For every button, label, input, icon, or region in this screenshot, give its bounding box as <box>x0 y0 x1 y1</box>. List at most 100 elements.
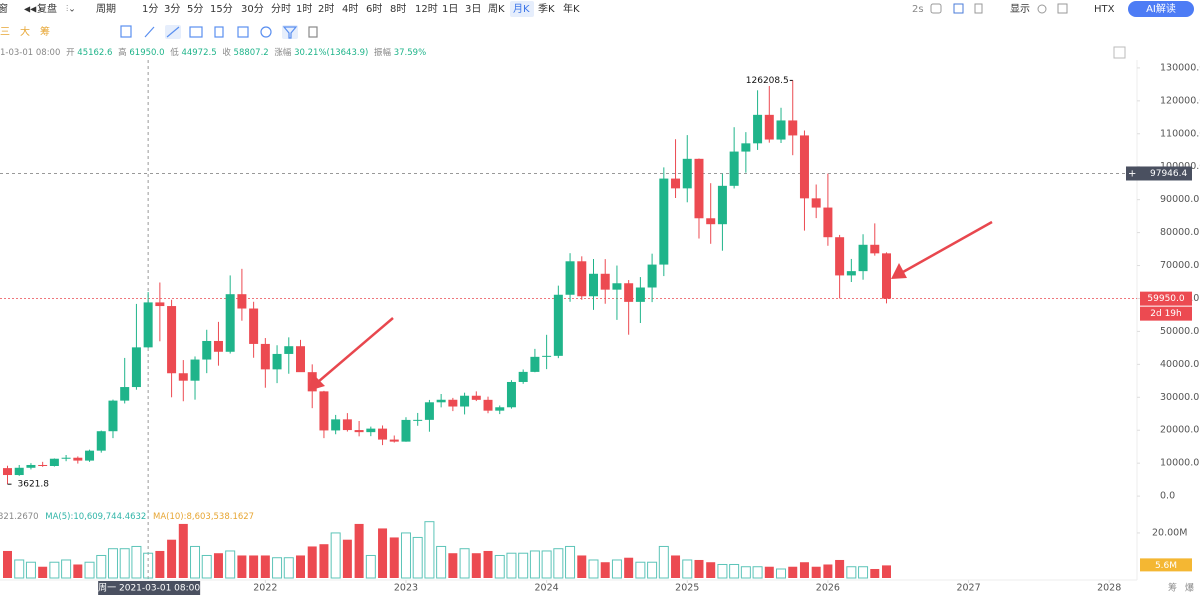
volume-bar <box>740 566 751 579</box>
side-tool[interactable]: 筹 <box>1168 582 1177 594</box>
candle-body <box>682 158 692 189</box>
candle-body <box>14 467 24 476</box>
layout-icon[interactable] <box>974 3 983 14</box>
volume-bar <box>764 566 774 578</box>
tool-icon[interactable] <box>189 26 203 38</box>
display-menu[interactable]: 显示 <box>1010 3 1030 15</box>
indicator-tool[interactable]: 筹 <box>40 25 50 38</box>
tool-icon[interactable] <box>308 26 318 38</box>
plot-area: 0.010000.020000.030000.040000.050000.060… <box>0 60 1200 595</box>
indicator-tool[interactable]: 大 <box>20 25 30 38</box>
exchange-menu[interactable]: HTX <box>1094 4 1115 15</box>
volume-bar <box>506 552 517 579</box>
y2-tick-label: 20.00M <box>1152 527 1187 538</box>
period-option[interactable]: 3日 <box>465 4 481 15</box>
period-option[interactable]: 年K <box>563 2 580 15</box>
period-menu[interactable]: 周期 <box>96 3 116 15</box>
candle-body <box>413 419 423 421</box>
annotation-arrows <box>308 220 993 391</box>
window-tab[interactable]: 窗 <box>0 2 8 15</box>
candle-body <box>143 302 153 348</box>
period-option[interactable]: 30分 <box>241 3 264 15</box>
expand-icon[interactable] <box>1113 46 1126 59</box>
ai-button[interactable] <box>1128 1 1194 17</box>
period-option[interactable]: 周K <box>488 3 505 15</box>
chart-type-icon[interactable]: ⫶⌄ <box>66 4 76 15</box>
candle-body <box>354 430 364 433</box>
tool-icon[interactable] <box>282 26 298 39</box>
draw-icon[interactable] <box>953 3 964 14</box>
candle-body <box>483 399 493 411</box>
period-option[interactable]: 5分 <box>187 3 203 15</box>
info-label: 低 <box>170 47 179 58</box>
last-price-label: 59950.0 <box>1147 294 1184 304</box>
candle-body <box>776 120 786 140</box>
ai-button-label[interactable]: AI解读 <box>1146 2 1176 15</box>
period-option[interactable]: 1时 <box>296 3 312 15</box>
info-value: 61950.0 <box>129 48 164 58</box>
volume-bar <box>635 561 646 579</box>
x-tick-label: 2028 <box>1097 583 1121 594</box>
tool-icon[interactable] <box>214 26 224 38</box>
candle-body <box>882 253 891 299</box>
candle-body <box>389 439 399 442</box>
side-tool[interactable]: 爆 <box>1185 582 1194 594</box>
camera-icon[interactable] <box>930 3 942 14</box>
volume-bar <box>436 545 447 579</box>
volume-bar <box>307 546 317 578</box>
refresh-rate[interactable]: 2s <box>912 4 924 15</box>
replay-button[interactable]: 复盘 <box>37 2 57 15</box>
period-option[interactable]: 4时 <box>342 3 358 15</box>
candle-body <box>378 428 388 440</box>
indicator-tool[interactable]: 三 <box>0 27 10 38</box>
volume-bar <box>882 565 891 578</box>
crosshair-price-tag <box>1126 166 1192 181</box>
period-option[interactable]: 3分 <box>164 3 180 15</box>
volume-bar <box>249 555 259 578</box>
volume-bar <box>296 555 305 578</box>
candle-body <box>858 244 868 272</box>
info-label: 开 <box>66 48 75 58</box>
crosshair-price-label: 97946.4 <box>1150 169 1187 179</box>
volume-bar <box>167 539 177 578</box>
y-tick-label: 40000.0 <box>1160 359 1199 370</box>
period-option[interactable]: 12时 <box>415 3 438 15</box>
period-option[interactable]: 2时 <box>318 3 334 15</box>
fullscreen-icon[interactable] <box>1057 3 1068 14</box>
candle-body <box>846 271 856 276</box>
y-tick-label: 110000.0 <box>1160 128 1200 139</box>
candle-body <box>249 308 259 344</box>
period-option[interactable]: 1分 <box>142 3 158 15</box>
period-option[interactable]: 1日 <box>442 4 458 15</box>
candle-body <box>26 464 36 468</box>
period-option[interactable]: 月K <box>513 3 530 15</box>
sub-toolbar: 三大筹 <box>0 25 50 38</box>
period-option[interactable]: 分时 <box>271 3 291 15</box>
volume-bar <box>529 550 540 579</box>
period-option[interactable]: 6时 <box>366 3 382 15</box>
settings-icon[interactable] <box>1037 4 1047 14</box>
volume-bar <box>494 554 505 579</box>
period-option[interactable]: 季K <box>538 3 555 15</box>
volume-bar <box>448 553 458 578</box>
period-option[interactable]: 15分 <box>210 3 233 15</box>
tool-icon[interactable] <box>237 26 249 38</box>
volume-bar <box>14 559 25 579</box>
tool-icon[interactable] <box>144 26 155 38</box>
arrow-head <box>308 374 325 391</box>
volume-bar <box>846 566 857 579</box>
tool-icon[interactable] <box>166 26 180 38</box>
arrow-shaft <box>317 317 394 383</box>
arrow-shaft <box>902 220 993 274</box>
period-option[interactable]: 8时 <box>390 3 406 15</box>
candle-body <box>565 261 575 295</box>
candle-body <box>448 399 458 407</box>
info-label: 涨幅 <box>274 47 292 58</box>
tool-icon[interactable] <box>260 26 272 38</box>
tool-icon[interactable] <box>120 25 132 38</box>
y-tick-label: 10000.0 <box>1160 458 1199 469</box>
volume-bar <box>272 557 283 579</box>
candle-body <box>167 306 177 374</box>
volume-bar <box>365 554 376 579</box>
volume-bar <box>835 559 845 578</box>
